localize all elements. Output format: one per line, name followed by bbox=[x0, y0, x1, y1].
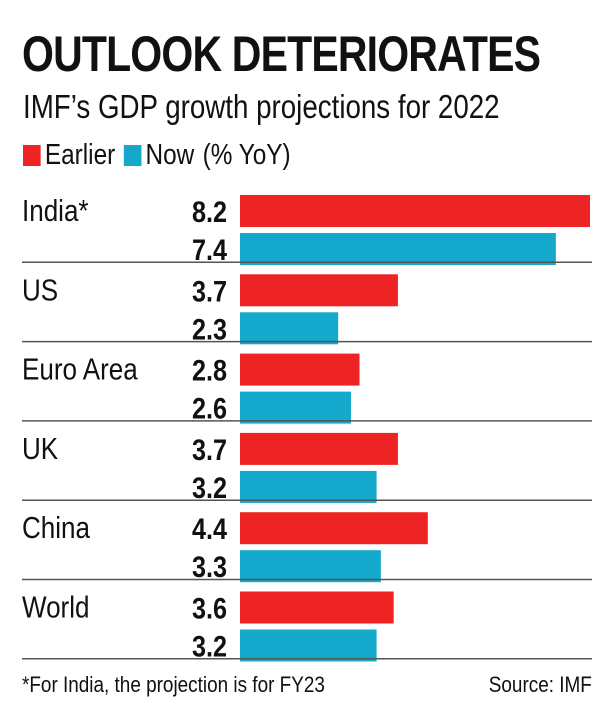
category-label: China bbox=[22, 511, 90, 546]
value-label: 3.2 bbox=[192, 629, 227, 663]
value-label: 7.4 bbox=[192, 233, 228, 267]
category-label: Euro Area bbox=[22, 353, 138, 388]
legend-label-now: Now bbox=[145, 139, 195, 171]
value-label: 4.4 bbox=[192, 512, 228, 546]
legend: Earlier Now (% YoY) bbox=[23, 138, 299, 172]
value-label: 3.7 bbox=[192, 433, 227, 467]
bar-now bbox=[240, 312, 339, 345]
legend-item-earlier: Earlier bbox=[23, 138, 115, 172]
bar-now bbox=[240, 470, 377, 503]
category-label: India* bbox=[22, 194, 89, 229]
bar-earlier bbox=[240, 432, 398, 465]
value-label: 3.2 bbox=[192, 471, 227, 505]
legend-item-now: Now (% YoY) bbox=[123, 138, 291, 172]
footnote: *For India, the projection is for FY23 bbox=[22, 672, 325, 697]
value-label: 3.3 bbox=[192, 550, 227, 584]
source-note: Source: IMF bbox=[488, 672, 592, 697]
bar-now bbox=[240, 629, 377, 662]
legend-unit-note: (% YoY) bbox=[202, 139, 291, 171]
value-label: 2.8 bbox=[192, 354, 227, 388]
value-label: 3.7 bbox=[192, 274, 227, 308]
bar-now bbox=[240, 391, 351, 424]
category-label: US bbox=[22, 273, 58, 308]
value-label: 3.6 bbox=[192, 591, 227, 625]
chart-subtitle: IMF’s GDP growth projections for 2022 bbox=[23, 88, 500, 125]
bar-now bbox=[240, 550, 381, 583]
value-label: 2.3 bbox=[192, 312, 227, 346]
category-label: World bbox=[22, 590, 89, 625]
legend-label-earlier: Earlier bbox=[44, 139, 116, 171]
legend-swatch-earlier bbox=[23, 144, 41, 166]
chart-title: OUTLOOK DETERIORATES bbox=[22, 26, 541, 82]
bar-earlier bbox=[240, 591, 394, 624]
bar-earlier bbox=[240, 512, 428, 545]
value-label: 2.6 bbox=[192, 392, 227, 426]
bar-earlier bbox=[240, 274, 398, 307]
value-label: 8.2 bbox=[192, 195, 227, 229]
bar-now bbox=[240, 233, 556, 265]
bar-earlier bbox=[240, 195, 590, 227]
category-label: UK bbox=[22, 432, 58, 467]
legend-swatch-now bbox=[123, 144, 142, 166]
bar-earlier bbox=[240, 353, 360, 386]
